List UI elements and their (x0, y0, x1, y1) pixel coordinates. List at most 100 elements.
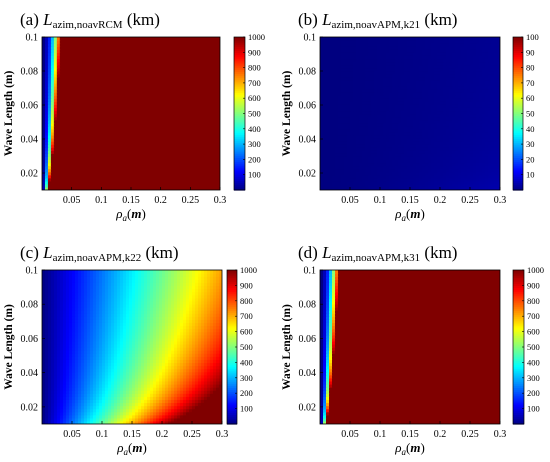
heatmap-cell (42, 125, 46, 130)
heatmap-cell (125, 61, 129, 66)
heatmap-cell (142, 116, 147, 121)
heatmap-cell (68, 134, 73, 139)
heatmap-cell (344, 98, 348, 102)
heatmap-cell (461, 107, 465, 112)
heatmap-cell (157, 144, 162, 148)
heatmap-cell (68, 125, 73, 130)
heatmap-cell (202, 92, 206, 96)
heatmap-cell (62, 168, 67, 173)
heatmap-cell (139, 113, 144, 118)
heatmap-cell (148, 162, 153, 167)
heatmap-cell (145, 58, 150, 63)
heatmap-cell (383, 122, 387, 127)
heatmap-cell (211, 110, 215, 115)
heatmap-cell (440, 177, 444, 182)
heatmap-cell (497, 174, 500, 179)
heatmap-cell (193, 70, 197, 75)
heatmap-cell (181, 40, 185, 44)
heatmap-cell (217, 110, 220, 115)
heatmap-cell (407, 113, 411, 118)
heatmap-cell (175, 89, 180, 93)
heatmap-cell (404, 95, 408, 99)
heatmap-cell (53, 137, 58, 142)
colorbar-segment (234, 48, 245, 51)
heatmap-cell (383, 150, 387, 154)
heatmap-cell (42, 79, 46, 84)
heatmap-cell (413, 168, 417, 173)
heatmap-cell (452, 141, 456, 145)
heatmap-cell (128, 137, 132, 142)
heatmap-cell (341, 186, 345, 190)
heatmap-cell (59, 131, 64, 136)
heatmap-cell (217, 168, 220, 173)
heatmap-cell (172, 43, 177, 47)
heatmap-cell (122, 153, 126, 157)
heatmap-cell (136, 52, 141, 56)
heatmap-cell (434, 156, 438, 160)
heatmap-cell (157, 98, 162, 102)
x-tick-label: 0.25 (182, 195, 200, 206)
heatmap-cell (368, 119, 372, 124)
heatmap-cell (65, 98, 70, 102)
heatmap-cell (77, 174, 82, 179)
heatmap-cell (347, 119, 351, 124)
heatmap-cell (416, 125, 420, 130)
heatmap-cell (386, 171, 390, 176)
heatmap-cell (184, 122, 188, 127)
heatmap-cell (163, 113, 168, 118)
heatmap-cell (395, 107, 399, 112)
heatmap-cell (404, 113, 408, 118)
heatmap-cell (211, 128, 215, 133)
heatmap-cell (404, 134, 408, 139)
heatmap-cell (413, 128, 417, 133)
heatmap-cell (320, 174, 324, 179)
heatmap-cell (416, 150, 420, 154)
heatmap-cell (485, 186, 489, 190)
heatmap-cell (187, 119, 191, 124)
heatmap-cell (374, 104, 378, 108)
heatmap-cell (356, 147, 360, 151)
heatmap-cell (95, 49, 99, 53)
heatmap-cell (205, 168, 209, 173)
heatmap-cell (59, 107, 64, 112)
heatmap-cell (368, 116, 372, 121)
heatmap-cell (95, 70, 99, 75)
heatmap-cell (497, 101, 500, 105)
heatmap-cell (74, 165, 79, 170)
heatmap-cell (98, 70, 102, 75)
heatmap-cell (482, 153, 486, 157)
heatmap-cell (77, 92, 82, 96)
heatmap-cell (160, 186, 165, 190)
heatmap-cell (187, 89, 191, 93)
heatmap-cell (119, 116, 123, 121)
heatmap-cell (62, 186, 67, 190)
heatmap-cell (98, 52, 102, 56)
heatmap-cell (53, 52, 58, 56)
heatmap-cell (437, 125, 441, 130)
heatmap-cell (350, 171, 354, 176)
heatmap-cell (398, 171, 402, 176)
colorbar-tick-label: 900 (248, 47, 261, 57)
heatmap-cell (359, 150, 363, 154)
heatmap-cell (196, 134, 200, 139)
heatmap-cell (163, 162, 168, 167)
heatmap-cell (154, 147, 159, 151)
heatmap-cell (53, 125, 58, 130)
heatmap-cell (131, 49, 135, 53)
heatmap-cell (151, 186, 156, 190)
heatmap-cell (458, 174, 462, 179)
heatmap-cell (157, 125, 162, 130)
heatmap-cell (47, 73, 52, 78)
heatmap-cell (71, 92, 76, 96)
heatmap-cell (89, 125, 94, 130)
heatmap-cell (131, 171, 135, 176)
heatmap-cell (401, 144, 405, 148)
heatmap-cell (98, 156, 102, 160)
heatmap-cell (131, 156, 135, 160)
heatmap-cell (434, 171, 438, 176)
heatmap-cell (356, 165, 360, 170)
heatmap-cell (422, 186, 426, 190)
heatmap-cell (101, 116, 105, 121)
heatmap-cell (175, 95, 180, 99)
heatmap-cell (160, 134, 165, 139)
